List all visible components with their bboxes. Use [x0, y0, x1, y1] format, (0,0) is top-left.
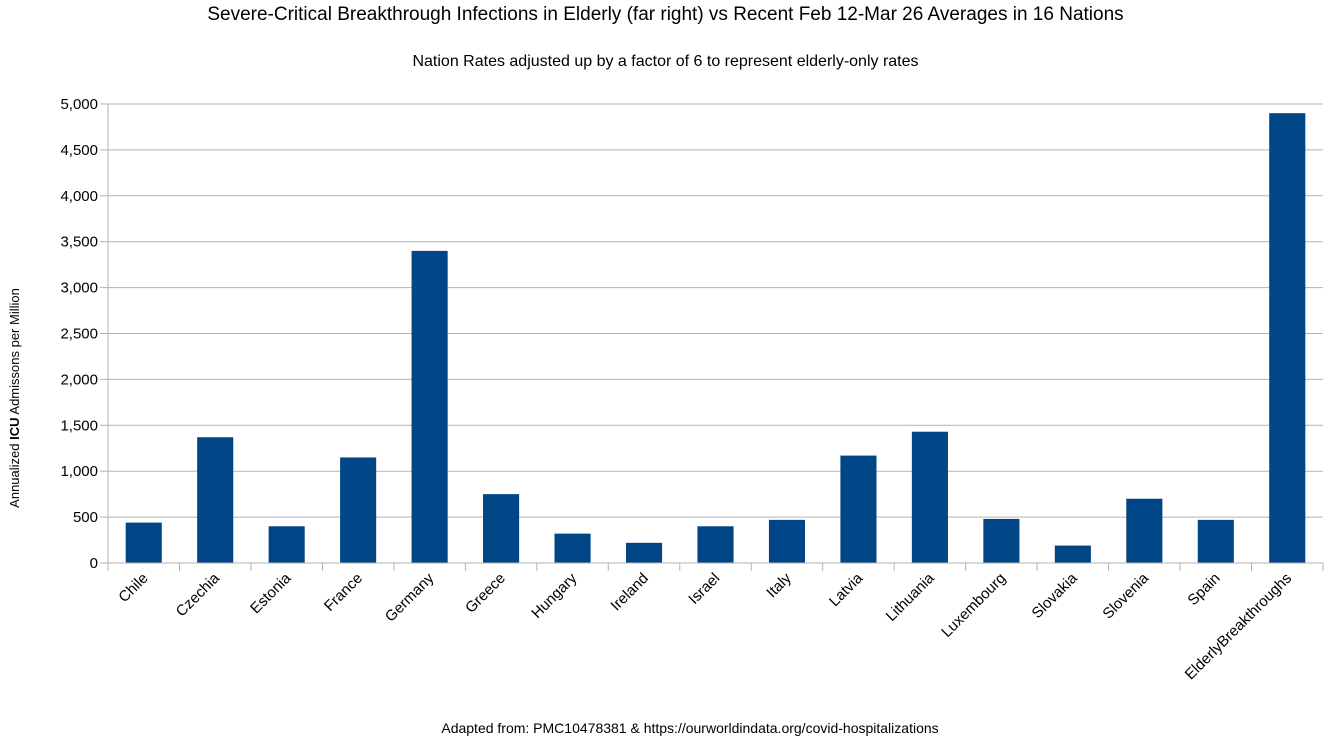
y-tick-label: 1,000: [60, 463, 98, 480]
bar-ireland: [625, 542, 663, 563]
x-tick-label: Israel: [685, 570, 723, 608]
x-tick-labels: Chile Czechia Estonia France Germany Greece Hu…: [115, 569, 1295, 683]
x-tick-label: Estonia: [247, 569, 295, 617]
y-tick-label: 4,500: [60, 142, 98, 159]
x-tick-label: Germany: [382, 569, 438, 625]
y-tick-label: 3,000: [60, 280, 98, 297]
bar-hungary: [554, 533, 591, 563]
y-tick-label: 2,000: [60, 371, 98, 388]
x-tick-label: Hungary: [528, 569, 580, 621]
y-tick-label: 3,500: [60, 234, 98, 251]
bar-latvia: [840, 455, 877, 563]
bar-estonia: [268, 526, 305, 563]
bar-lithuania: [911, 431, 948, 563]
bar-elderlybreakthroughs: [1269, 113, 1306, 564]
x-tick-label: Slovakia: [1029, 569, 1082, 622]
bar-chile: [125, 522, 162, 563]
bar-czechia: [197, 437, 234, 563]
bar-israel: [697, 526, 734, 563]
bar-spain: [1197, 519, 1234, 563]
x-tick-label: France: [321, 570, 366, 615]
bar-luxembourg: [983, 518, 1020, 563]
axes: [100, 103, 1324, 571]
bar-slovenia: [1126, 498, 1163, 563]
chart-subtitle: Nation Rates adjusted up by a factor of …: [412, 53, 919, 70]
bar-germany: [411, 250, 448, 563]
bar-france: [340, 457, 377, 563]
bars: [125, 113, 1306, 564]
chart-title: Severe-Critical Breakthrough Infections …: [207, 4, 1124, 25]
x-tick-label: Lithuania: [883, 569, 939, 625]
x-tick-label: Italy: [763, 569, 795, 601]
bar-greece: [483, 494, 520, 563]
x-tick-label: Spain: [1184, 570, 1223, 609]
x-tick-label: Luxembourg: [938, 570, 1009, 641]
x-tick-label: Ireland: [607, 570, 651, 614]
y-axis-label-part-1: Annualized: [7, 440, 22, 508]
x-tick-label: Latvia: [826, 569, 867, 610]
source-note: Adapted from: PMC10478381 & https://ourw…: [441, 720, 939, 736]
y-tick-label: 0: [90, 555, 98, 572]
x-tick-label: Chile: [115, 570, 151, 606]
y-tick-label: 4,000: [60, 188, 98, 205]
x-tick-label: Slovenia: [1099, 569, 1152, 622]
y-tick-label: 2,500: [60, 326, 98, 343]
bar-italy: [768, 519, 806, 563]
y-axis-label-part-2: ICU: [7, 417, 22, 439]
gridlines: [108, 103, 1323, 564]
bar-slovakia: [1054, 545, 1091, 563]
y-tick-label: 1,500: [60, 417, 98, 434]
y-tick-label: 500: [73, 509, 98, 526]
x-tick-label: Czechia: [173, 569, 224, 620]
x-tick-label: Greece: [462, 570, 509, 617]
y-axis-label: Annualized ICU Admissons per Million: [7, 288, 22, 508]
y-tick-label: 5,000: [60, 96, 98, 113]
y-axis-label-part-3: Admissons per Million: [7, 288, 22, 417]
y-tick-labels: 0 500 1,000 1,500 2,000 2,500 3,000 3,500 4,000 4…: [60, 96, 98, 572]
